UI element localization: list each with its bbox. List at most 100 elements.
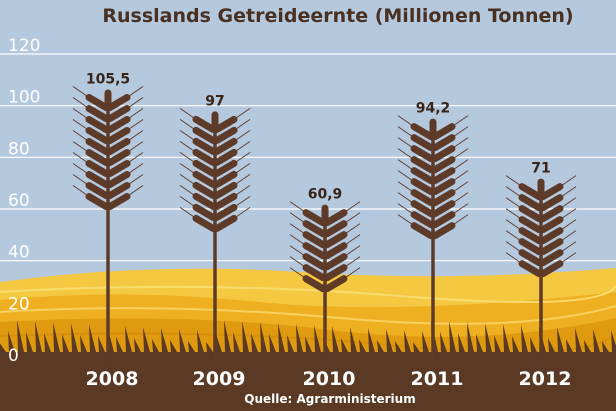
wheat-awn <box>505 197 523 209</box>
y-tick-label: 100 <box>8 88 40 108</box>
wheat-grain <box>431 222 456 240</box>
wheat-grain <box>106 115 131 133</box>
wheat-bar-2009: 97 <box>179 93 251 364</box>
wheat-grain <box>302 253 327 271</box>
grass-silhouette <box>0 320 616 364</box>
wheat-grain <box>518 249 543 267</box>
wheat-grain <box>410 167 435 185</box>
value-label: 97 <box>205 93 224 109</box>
wheat-grain <box>323 253 348 271</box>
wheat-bar-2011: 94,2 <box>397 101 469 364</box>
wheat-awn <box>72 163 90 175</box>
wheat-grain <box>192 192 217 210</box>
wheat-grain <box>213 170 238 188</box>
wheat-grain <box>192 203 217 221</box>
wheat-awn <box>233 152 251 164</box>
wheat-awn <box>126 97 144 109</box>
wheat-awn <box>233 163 251 175</box>
wheat-grain <box>106 181 131 199</box>
y-tick-label: 80 <box>8 139 30 159</box>
wheat-awn <box>397 137 415 150</box>
wheat-grain <box>302 220 327 238</box>
wheat-grain <box>323 220 348 238</box>
wheat-grain <box>410 156 435 174</box>
wheat-awn <box>72 86 90 98</box>
y-tick-label: 60 <box>8 191 30 211</box>
wheat-awn <box>179 163 197 175</box>
wheat-awn <box>451 214 469 227</box>
wheat-awn <box>233 207 251 219</box>
value-label: 105,5 <box>86 71 130 87</box>
wheat-grain <box>106 148 131 166</box>
x-tick-label: 2012 <box>519 368 572 390</box>
wheat-awn <box>451 203 469 216</box>
wheat-awn <box>72 130 90 142</box>
wheat-awn <box>179 119 197 131</box>
wheat-grain <box>323 264 348 282</box>
x-tick-label: 2008 <box>86 368 139 390</box>
wheat-awn <box>126 163 144 175</box>
wheat-bar-2012: 71 <box>505 161 577 364</box>
wheat-awn <box>126 174 144 186</box>
wheat-awn <box>397 115 415 128</box>
wheat-awn <box>397 214 415 227</box>
wheat-grain <box>539 249 564 267</box>
wheat-grain <box>85 148 110 166</box>
wheat-grain <box>106 104 131 122</box>
wheat-bar-2010: 60,9 <box>289 187 361 364</box>
wheat-bars: 105,5 97 60,9 94,2 71 <box>72 71 577 364</box>
wheat-grain <box>539 205 564 223</box>
wheat-grain <box>323 231 348 249</box>
wheat-awn <box>126 130 144 142</box>
x-tick-label: 2011 <box>411 368 464 390</box>
wheat-awn <box>233 108 251 120</box>
wheat-awn <box>179 141 197 153</box>
wheat-awn <box>289 245 307 258</box>
wheat-grain <box>323 242 348 260</box>
wheat-awn <box>126 86 144 98</box>
wheat-grain <box>539 194 564 212</box>
wheat-awn <box>451 137 469 150</box>
wheat-awn <box>343 245 361 258</box>
wheat-awn <box>343 256 361 269</box>
wheat-grain <box>431 123 456 141</box>
wheat-grain <box>410 222 435 240</box>
wheat-awn <box>233 141 251 153</box>
wheat-grain <box>192 181 217 199</box>
value-label: 94,2 <box>416 101 451 117</box>
wheat-awn <box>233 130 251 142</box>
wheat-grain <box>192 137 217 155</box>
wheat-awn <box>72 174 90 186</box>
wheat-awn <box>179 152 197 164</box>
wheat-grain <box>518 183 543 201</box>
wheat-grain <box>192 159 217 177</box>
wheat-awn <box>559 252 577 264</box>
wheat-awn <box>559 230 577 242</box>
wheat-grain <box>85 104 110 122</box>
wheat-bar-2008: 105,5 <box>72 71 144 364</box>
wheat-awn <box>179 174 197 186</box>
wheat-grain <box>106 93 131 111</box>
wheat-awn <box>559 197 577 209</box>
wheat-grain <box>539 183 564 201</box>
wheat-grain <box>431 145 456 163</box>
wheat-grain <box>518 205 543 223</box>
wheat-grain <box>213 192 238 210</box>
wheat-awn <box>233 174 251 186</box>
wheat-awn <box>397 170 415 183</box>
wheat-awn <box>233 119 251 131</box>
wheat-awn <box>559 219 577 231</box>
wheat-awn <box>343 234 361 247</box>
wheat-awn <box>343 201 361 214</box>
wheat-grain <box>410 211 435 229</box>
wheat-grain <box>213 115 238 133</box>
wheat-awn <box>505 230 523 242</box>
soil-band <box>0 362 616 411</box>
wheat-grain <box>431 200 456 218</box>
wheat-grain <box>192 170 217 188</box>
wheat-grain <box>85 170 110 188</box>
wheat-awn <box>505 241 523 253</box>
wheat-grain <box>431 167 456 185</box>
wheat-awn <box>559 241 577 253</box>
